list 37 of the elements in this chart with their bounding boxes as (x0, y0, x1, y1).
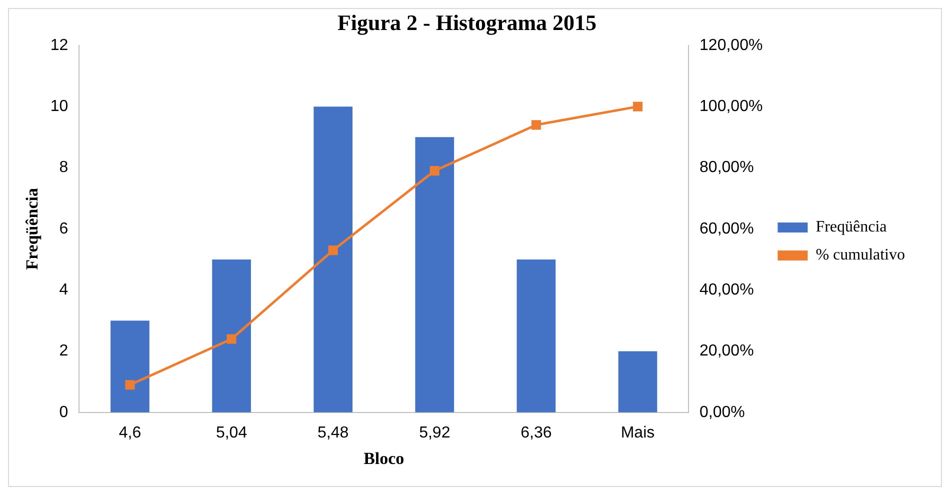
point (632, 102, 643, 112)
y-tick-label: 12 (50, 36, 68, 54)
x-tick-label: Mais (620, 424, 655, 442)
point (226, 334, 236, 344)
y-tick-label: 2 (59, 342, 68, 360)
y-tick-label: 0 (59, 404, 68, 421)
legend-label: % cumulativo (816, 246, 905, 264)
legend-label: Freqüência (816, 218, 887, 236)
x-tick-label: 5,04 (216, 424, 248, 442)
y2-tick-label: 100,00% (700, 98, 763, 115)
y-tick-label: 8 (59, 159, 68, 176)
x-tick-label: 4,6 (118, 424, 142, 442)
point (430, 166, 440, 176)
bar (212, 259, 251, 412)
x-tick-label: 5,48 (318, 424, 349, 442)
chart-title: Figura 2 - Histograma 2015 (337, 10, 597, 35)
y-tick-label: 6 (59, 220, 68, 238)
y-tick-label: 4 (59, 281, 68, 298)
x-tick-label: 5,92 (419, 424, 450, 442)
y-tick-label: 10 (50, 98, 68, 115)
point (125, 380, 135, 390)
y2-tick-label: 120,00% (700, 36, 763, 54)
x-axis-title: Bloco (364, 449, 404, 468)
y2-tick-label: 60,00% (700, 220, 754, 238)
point (328, 246, 338, 256)
bar (314, 106, 353, 412)
bar (110, 320, 150, 412)
bar (516, 259, 556, 412)
bar (618, 351, 658, 412)
bar (415, 137, 454, 412)
y-axis-title: Freqüência (22, 187, 42, 270)
x-tick-label: 6,36 (520, 424, 552, 442)
y2-tick-label: 20,00% (700, 342, 754, 360)
y2-tick-label: 0,00% (700, 404, 745, 421)
y2-tick-label: 80,00% (700, 159, 754, 176)
y2-tick-label: 40,00% (700, 281, 754, 298)
point (531, 120, 541, 130)
